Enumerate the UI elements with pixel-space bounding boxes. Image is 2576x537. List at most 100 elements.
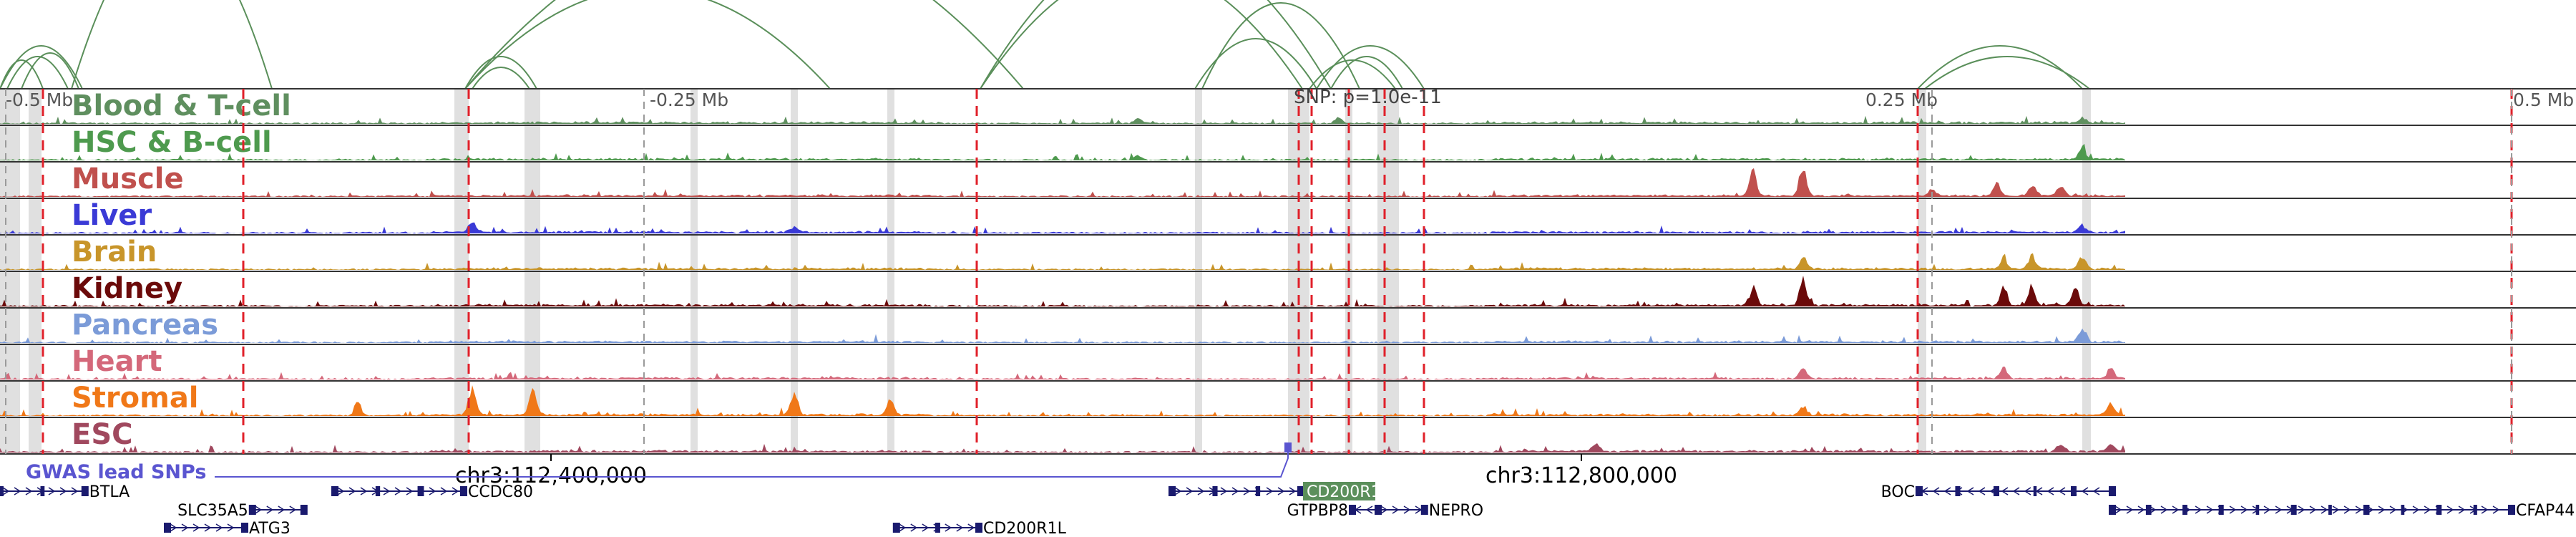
strand-arrow [2046, 487, 2054, 495]
track-label: Liver [72, 199, 152, 232]
track-muscle: Muscle [0, 163, 2576, 199]
strand-arrow [1266, 487, 1274, 495]
track-liver: Liver [0, 199, 2576, 236]
exon [1993, 486, 2000, 496]
strand-arrow [255, 505, 263, 514]
gene-slc35a5: SLC35A5 [177, 502, 308, 520]
exon [1255, 486, 1261, 496]
chromatin-loop-arc [0, 59, 44, 90]
strand-arrow [2275, 505, 2283, 514]
track-label: Heart [72, 345, 162, 378]
gene-ccdc80: CCDC80 [331, 483, 533, 501]
exon [2109, 505, 2116, 515]
track-label: Blood & T-cell [72, 90, 291, 122]
strand-arrow [2195, 505, 2202, 514]
exon [2436, 505, 2442, 515]
gene-label: NEPRO [1429, 502, 1483, 520]
exon [892, 523, 900, 533]
strand-arrow [2092, 487, 2100, 495]
strand-arrow [2298, 505, 2306, 514]
exon [2290, 505, 2297, 515]
exon [2145, 505, 2152, 515]
strand-arrow [1380, 505, 1388, 514]
strand-arrow [337, 487, 345, 495]
exon [2182, 505, 2187, 515]
chromatin-loop-arc [1316, 45, 1425, 90]
strand-arrow [2263, 505, 2271, 514]
strand-arrow [1943, 487, 1951, 495]
strand-arrow [899, 523, 907, 532]
exon [935, 523, 940, 533]
strand-arrow [1220, 487, 1228, 495]
strand-arrow [360, 487, 368, 495]
exon [1349, 505, 1356, 515]
chromatin-loop-arc [71, 0, 273, 90]
strand-arrow [1966, 487, 1974, 495]
signal-area [0, 143, 2125, 160]
gene-atg3: ATG3 [164, 520, 291, 537]
strand-arrow [1243, 487, 1251, 495]
strand-arrow [14, 487, 21, 495]
track-label: ESC [72, 418, 133, 451]
exon [2033, 486, 2037, 496]
gene-label: CD200R1L [983, 520, 1067, 537]
strand-arrow [192, 523, 200, 532]
strand-arrow [215, 523, 223, 532]
gene-label: SLC35A5 [177, 502, 248, 520]
strand-arrow [2114, 505, 2122, 514]
chromatin-loop-arc [1309, 59, 1396, 90]
exon [1420, 505, 1428, 515]
strand-arrow [429, 487, 436, 495]
strand-arrow [2126, 505, 2134, 514]
scale-tick-label: -0.5 Mb [6, 90, 73, 110]
strand-arrow [2081, 487, 2089, 495]
coord-label: chr3:112,400,000 [455, 463, 647, 488]
gene-label: CD200R1 [1307, 483, 1381, 501]
signal-area [0, 222, 2125, 233]
strand-arrow [289, 505, 297, 514]
strand-arrow [1403, 505, 1411, 514]
exon [2218, 505, 2224, 515]
track-label: Brain [72, 236, 157, 268]
strand-arrow [204, 523, 212, 532]
strand-arrow [2458, 505, 2466, 514]
strand-arrow [48, 487, 56, 495]
strand-arrow [1932, 487, 1940, 495]
exon [1297, 486, 1304, 496]
strand-arrow [181, 523, 189, 532]
strand-arrow [452, 487, 459, 495]
gwas-connector [215, 448, 1289, 478]
signal-area [0, 276, 2125, 306]
strand-arrow [2321, 505, 2328, 514]
exon [2109, 486, 2116, 496]
exon [1375, 505, 1382, 515]
strand-arrow [2343, 505, 2351, 514]
signal-area [0, 328, 2125, 343]
gene-btla: BTLA [0, 483, 130, 501]
chromatin-loop-arc [980, 0, 1332, 90]
strand-arrow [383, 487, 391, 495]
strand-arrow [348, 487, 356, 495]
track-kidney: Kidney [0, 272, 2576, 309]
chromatin-loops [0, 0, 2090, 90]
gene-label: ATG3 [249, 520, 291, 537]
strand-arrow [2206, 505, 2214, 514]
strand-arrow [394, 487, 402, 495]
chromatin-loop-arc [464, 56, 537, 90]
gene-label: BOC [1881, 483, 1915, 501]
chromatin-loop-arc [0, 45, 83, 90]
track-heart: Heart [0, 345, 2576, 382]
track-label: HSC & B-cell [72, 126, 272, 159]
signal-area [0, 168, 2125, 197]
strand-arrow [1365, 505, 1373, 514]
strand-arrow [2446, 505, 2454, 514]
scale-tick-label: -0.25 Mb [650, 90, 728, 110]
chromatin-loop-arc [1194, 38, 1317, 90]
strand-arrow [1392, 505, 1400, 514]
exon [460, 486, 467, 496]
strand-arrow [2160, 505, 2168, 514]
strand-arrow [1197, 487, 1205, 495]
strand-arrow [2492, 505, 2500, 514]
exon [248, 505, 256, 515]
